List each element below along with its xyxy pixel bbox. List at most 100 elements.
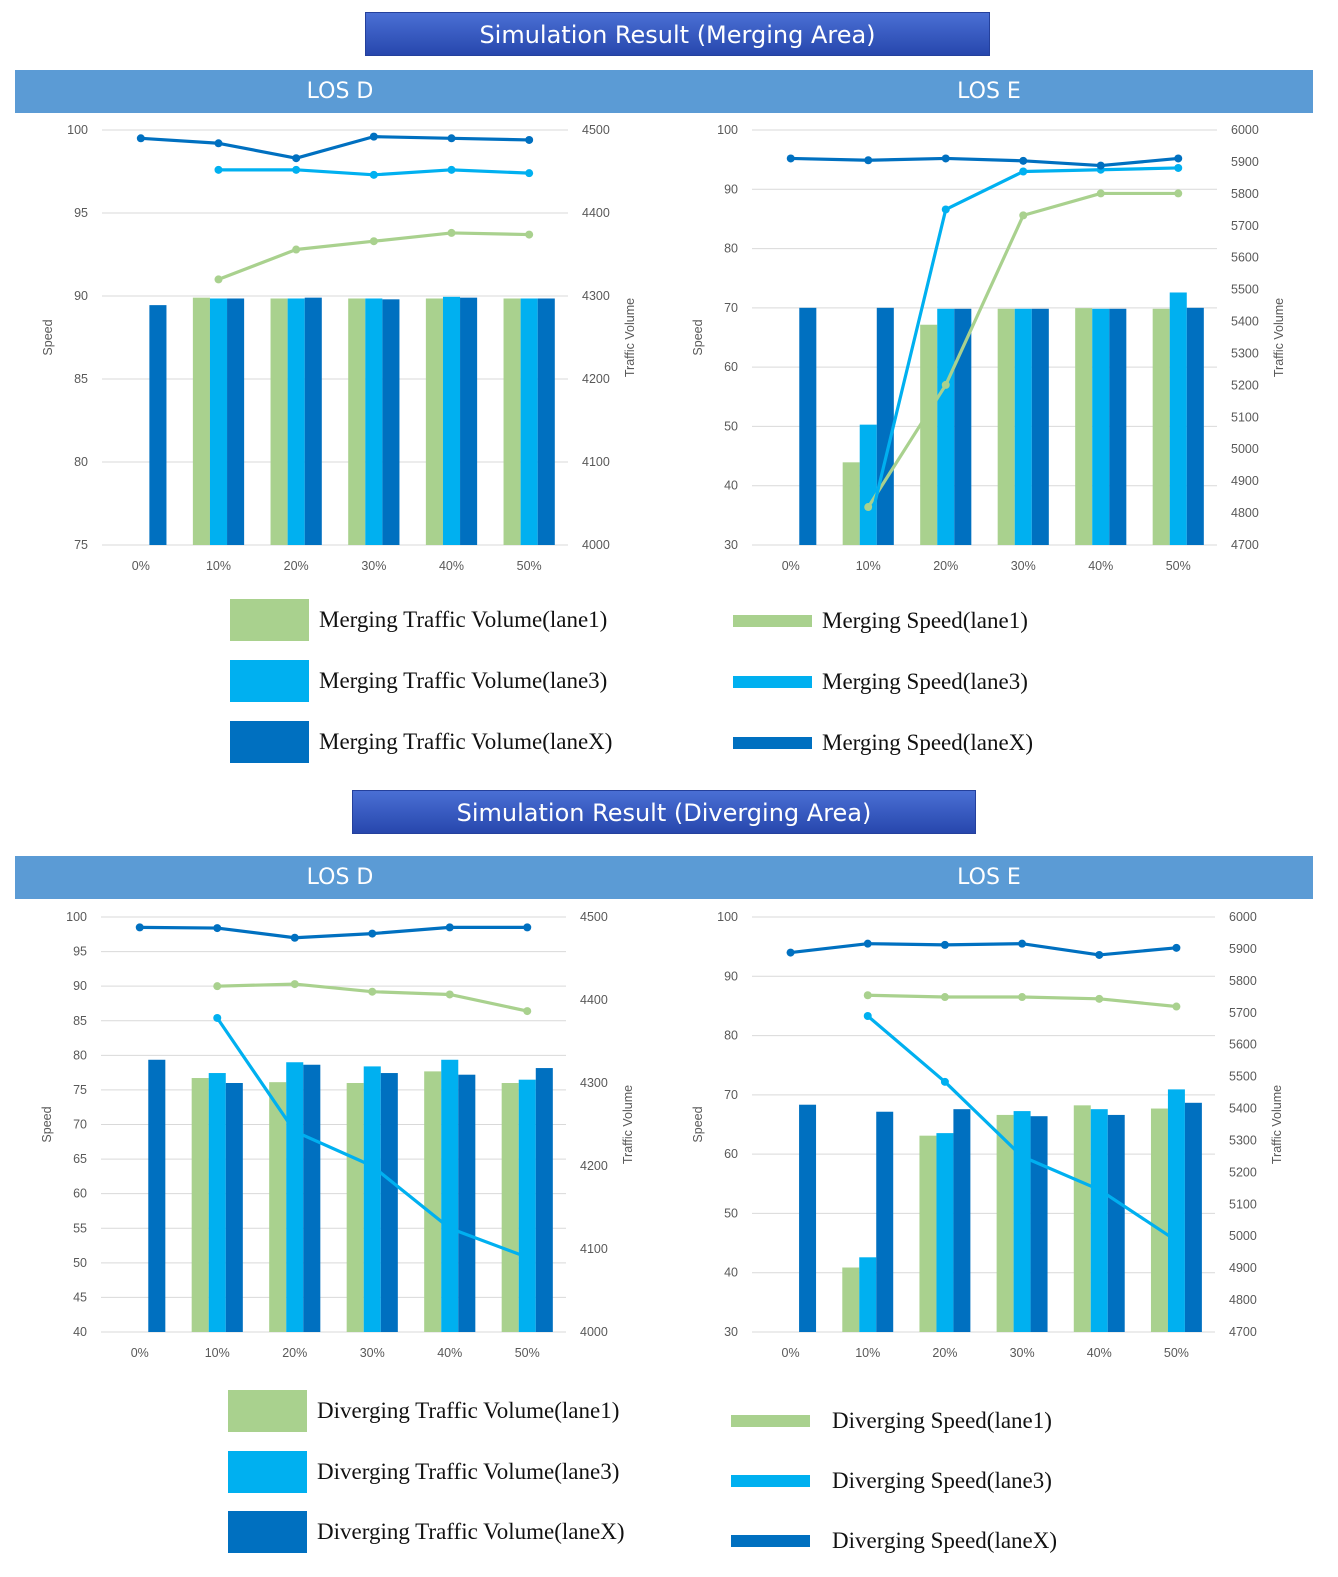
y-tick-label: 30: [724, 1325, 738, 1339]
y2-tick-label: 5500: [1229, 1070, 1257, 1084]
data-point: [447, 134, 456, 143]
data-point: [136, 134, 145, 143]
y-tick-label: 75: [73, 1083, 87, 1097]
bar: [537, 298, 555, 545]
y2-tick-label: 5200: [1231, 378, 1259, 392]
y-axis-title: Speed: [41, 319, 55, 355]
legend-item-laneX-volume: Diverging Traffic Volume(laneX): [228, 1511, 625, 1553]
data-point: [525, 169, 534, 178]
data-point: [214, 275, 223, 284]
data-point: [1172, 1002, 1181, 1011]
bar: [937, 308, 955, 545]
legend-label: Merging Speed(laneX): [822, 730, 1033, 755]
data-point: [368, 1162, 377, 1170]
x-tick-label: 0%: [782, 559, 800, 573]
legend-swatch-laneX: [228, 1511, 307, 1553]
legend-swatch-lane1: [228, 1390, 307, 1432]
y2-tick-label: 4500: [582, 123, 610, 137]
x-tick-label: 20%: [933, 559, 958, 573]
y2-tick-label: 5700: [1231, 219, 1259, 233]
x-tick-label: 30%: [1010, 1346, 1035, 1360]
x-tick-label: 10%: [856, 559, 881, 573]
bar: [191, 1078, 209, 1332]
y2-tick-label: 4200: [582, 372, 610, 386]
data-point: [786, 154, 795, 163]
x-tick-label: 30%: [360, 1346, 385, 1360]
y2-tick-label: 6000: [1231, 123, 1259, 137]
data-point: [214, 139, 223, 148]
bar: [1107, 1114, 1125, 1332]
y-axis-title: Speed: [40, 1106, 54, 1142]
data-point: [292, 165, 301, 174]
data-point: [447, 228, 456, 237]
data-point: [1172, 943, 1181, 952]
y-tick-label: 95: [74, 206, 88, 220]
bar: [842, 1267, 860, 1332]
bar: [425, 298, 443, 545]
bar: [520, 298, 538, 545]
legend-line-laneX: [733, 737, 812, 749]
y2-tick-label: 4900: [1229, 1261, 1257, 1275]
bar: [1169, 292, 1187, 545]
bar: [503, 298, 521, 545]
y2-tick-label: 4400: [580, 993, 608, 1007]
data-point: [290, 933, 299, 942]
y-tick-label: 80: [724, 1029, 738, 1043]
bar: [997, 308, 1015, 545]
bar: [799, 1104, 817, 1332]
bar: [270, 298, 288, 545]
series-line: [140, 135, 530, 160]
legend-line-laneX: [731, 1535, 810, 1547]
data-point: [523, 1007, 532, 1016]
y-tick-label: 80: [724, 242, 738, 256]
y-tick-label: 50: [724, 1206, 738, 1220]
merging-section-title: Simulation Result (Merging Area): [365, 12, 990, 56]
bar: [348, 298, 366, 545]
data-point: [213, 1013, 222, 1022]
y2-tick-label: 4100: [582, 455, 610, 469]
data-point: [213, 982, 222, 991]
data-point: [1174, 154, 1183, 163]
legend-line-lane3: [733, 676, 812, 688]
y-tick-label: 80: [73, 1048, 87, 1062]
y2-tick-label: 5300: [1229, 1133, 1257, 1147]
legend-label: Merging Traffic Volume(lane1): [319, 607, 608, 632]
bar: [954, 308, 972, 545]
y-axis-title: Speed: [691, 1106, 705, 1142]
y-tick-label: 90: [724, 969, 738, 983]
data-point: [941, 154, 950, 163]
data-point: [940, 993, 949, 1002]
bar: [1092, 308, 1110, 545]
bar: [424, 1071, 442, 1332]
y2-tick-label: 4300: [582, 289, 610, 303]
x-tick-label: 20%: [284, 559, 309, 573]
y2-tick-label: 5300: [1231, 346, 1259, 360]
y2-tick-label: 5600: [1231, 251, 1259, 265]
los-e-label: LOS E: [957, 79, 1021, 104]
bar: [953, 1109, 971, 1332]
y2-tick-label: 5200: [1229, 1165, 1257, 1179]
data-point: [292, 154, 301, 163]
data-point: [1174, 189, 1183, 198]
y2-tick-label: 5000: [1229, 1229, 1257, 1243]
bar: [535, 1068, 553, 1332]
y2-tick-label: 5500: [1231, 283, 1259, 297]
bar: [1031, 308, 1049, 545]
y-tick-label: 70: [724, 1088, 738, 1102]
legend-swatch-lane3: [228, 1451, 307, 1493]
data-point: [369, 132, 378, 141]
legend-item-lane3-volume: Diverging Traffic Volume(lane3): [228, 1451, 619, 1493]
legend-item-lane3-speed: Merging Speed(lane3): [733, 669, 1028, 695]
y2-tick-label: 5000: [1231, 442, 1259, 456]
y-axis-title: Speed: [691, 319, 705, 355]
data-point: [135, 923, 144, 932]
los-d-label: LOS D: [306, 79, 374, 104]
data-point: [1018, 993, 1027, 1002]
bar: [286, 1062, 304, 1332]
y-tick-label: 70: [73, 1118, 87, 1132]
y2-tick-label: 4700: [1231, 538, 1259, 552]
bar: [192, 297, 210, 545]
diverging-los-header: LOS D LOS E: [15, 856, 1313, 899]
diverging-section-title: Simulation Result (Diverging Area): [352, 790, 976, 834]
